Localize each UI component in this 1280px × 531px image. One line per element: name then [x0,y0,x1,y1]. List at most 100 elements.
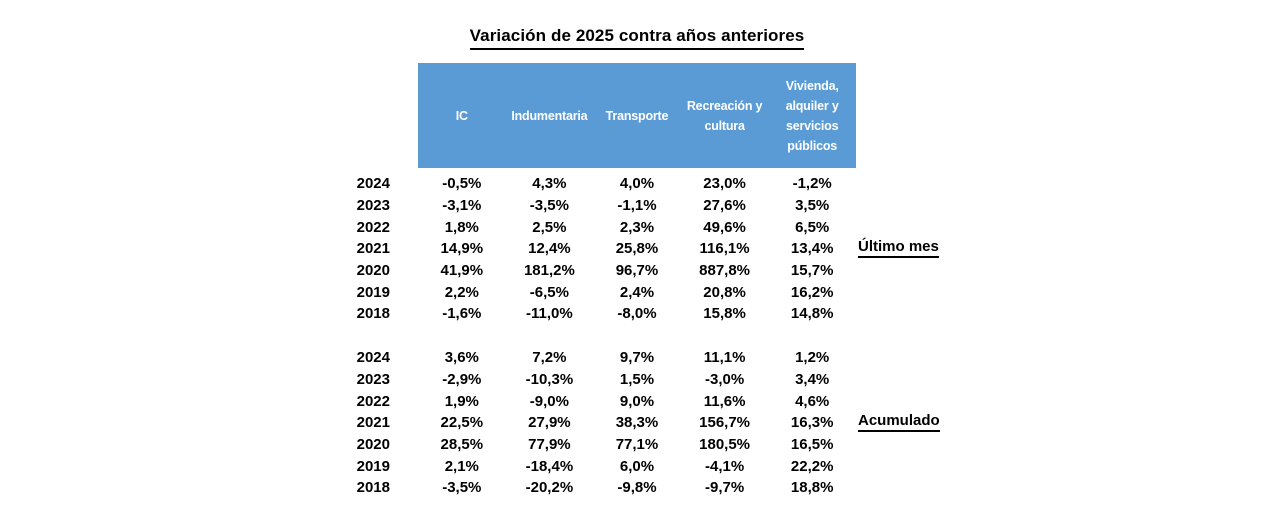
table-row: 2020 41,9% 181,2% 96,7% 887,8% 15,7% [340,260,910,282]
year-cell: 2021 [356,414,390,432]
value-cell: 180,5% [699,436,751,454]
year-cell: 2018 [356,479,390,497]
value-cell: 2,3% [619,218,655,236]
year-cell: 2019 [356,283,390,301]
value-cell: 2,4% [619,283,655,301]
value-cell: -9,7% [704,479,745,497]
value-cell: 15,7% [790,262,834,280]
value-cell: 7,2% [532,349,567,367]
table-header-row: IC Indumentaria Transporte Recreación y cul… [418,63,856,168]
value-cell: 23,0% [703,175,746,193]
value-cell: 11,1% [703,349,746,367]
value-cell: -1,6% [442,305,482,323]
year-cell: 2023 [356,197,390,215]
table-row: 2018 -3,5% -20,2% -9,8% -9,7% 18,8% [340,477,910,499]
table-block-acumulado: 2024 3,6% 7,2% 9,7% 11,1% 1,2% 2023 -2,9% -10,3%… [340,347,910,499]
block-label-ultimo-mes: Último mes [858,238,939,258]
year-cell: 2021 [356,240,390,258]
value-cell: -9,8% [617,479,657,497]
value-cell: 16,3% [790,414,834,432]
value-cell: 9,0% [619,392,655,410]
value-cell: 28,5% [440,436,484,454]
value-cell: -3,5% [529,197,569,215]
value-cell: 1,9% [444,392,479,410]
table-title: Variación de 2025 contra años anteriores [469,26,805,50]
value-cell: 41,9% [440,262,484,280]
column-header: Transporte [605,108,669,123]
value-cell: 27,9% [528,414,571,432]
year-cell: 2018 [356,305,390,323]
value-cell: -1,1% [617,197,657,215]
value-cell: 2,1% [444,457,479,475]
table-row: 2019 2,2% -6,5% 2,4% 20,8% 16,2% [340,281,910,303]
table-row: 2022 1,8% 2,5% 2,3% 49,6% 6,5% [340,216,910,238]
value-cell: 181,2% [523,262,575,280]
year-cell: 2020 [356,436,390,454]
value-cell: 3,6% [444,349,479,367]
value-cell: -2,9% [442,371,482,389]
value-cell: 6,0% [619,457,655,475]
value-cell: 1,2% [795,349,830,367]
table-row: 2024 -0,5% 4,3% 4,0% 23,0% -1,2% [340,173,910,195]
value-cell: 887,8% [699,262,751,280]
value-cell: -8,0% [617,305,657,323]
table-row: 2023 -3,1% -3,5% -1,1% 27,6% 3,5% [340,195,910,217]
value-cell: -3,1% [442,197,482,215]
value-cell: 20,8% [703,283,746,301]
value-cell: -3,5% [442,479,482,497]
value-cell: 156,7% [699,414,751,432]
value-cell: 11,6% [703,392,746,410]
value-cell: 9,7% [619,349,655,367]
column-header: Indumentaria [511,108,588,123]
year-cell: 2019 [356,457,390,475]
value-cell: 4,3% [532,175,567,193]
value-cell: 2,2% [444,283,479,301]
year-cell: 2022 [356,218,390,236]
table-row: 2021 22,5% 27,9% 38,3% 156,7% 16,3% [340,412,910,434]
value-cell: -6,5% [529,283,569,301]
value-cell: 25,8% [615,240,659,258]
value-cell: -11,0% [526,305,573,323]
value-cell: 77,9% [528,436,571,454]
value-cell: 3,5% [795,197,830,215]
value-cell: -3,0% [704,371,745,389]
value-cell: 116,1% [699,240,750,258]
year-cell: 2020 [356,262,390,280]
value-cell: 1,8% [444,218,479,236]
value-cell: 15,8% [703,305,746,323]
block-label-acumulado: Acumulado [858,412,940,432]
table-row: 2019 2,1% -18,4% 6,0% -4,1% 22,2% [340,455,910,477]
year-cell: 2024 [356,349,390,367]
value-cell: 1,5% [619,371,655,389]
value-cell: 49,6% [703,218,746,236]
table-row: 2023 -2,9% -10,3% 1,5% -3,0% 3,4% [340,369,910,391]
value-cell: 14,9% [440,240,484,258]
column-header: Vivienda, alquiler y servicios públicos [785,78,839,153]
value-cell: 6,5% [795,218,830,236]
year-cell: 2023 [356,371,390,389]
table-row: 2022 1,9% -9,0% 9,0% 11,6% 4,6% [340,390,910,412]
year-cell: 2022 [356,392,390,410]
value-cell: 96,7% [615,262,659,280]
value-cell: -0,5% [442,175,482,193]
table-row: 2021 14,9% 12,4% 25,8% 116,1% 13,4% [340,238,910,260]
column-header: Recreación y cultura [686,98,763,133]
value-cell: 77,1% [615,436,659,454]
value-cell: 18,8% [790,479,834,497]
value-cell: -20,2% [525,479,574,497]
value-cell: 38,3% [615,414,659,432]
table-row: 2020 28,5% 77,9% 77,1% 180,5% 16,5% [340,434,910,456]
table-row: 2018 -1,6% -11,0% -8,0% 15,8% 14,8% [340,303,910,325]
value-cell: -4,1% [704,457,745,475]
value-cell: 3,4% [795,371,830,389]
value-cell: -1,2% [792,175,832,193]
value-cell: 13,4% [790,240,834,258]
value-cell: 2,5% [532,218,567,236]
value-cell: 16,5% [790,436,834,454]
title-wrap: Variación de 2025 contra años anteriores [418,26,856,50]
value-cell: 4,6% [795,392,830,410]
table-row: 2024 3,6% 7,2% 9,7% 11,1% 1,2% [340,347,910,369]
table-block-ultimo-mes: 2024 -0,5% 4,3% 4,0% 23,0% -1,2% 2023 -3,1% -3,5… [340,173,910,325]
value-cell: 22,2% [790,457,834,475]
